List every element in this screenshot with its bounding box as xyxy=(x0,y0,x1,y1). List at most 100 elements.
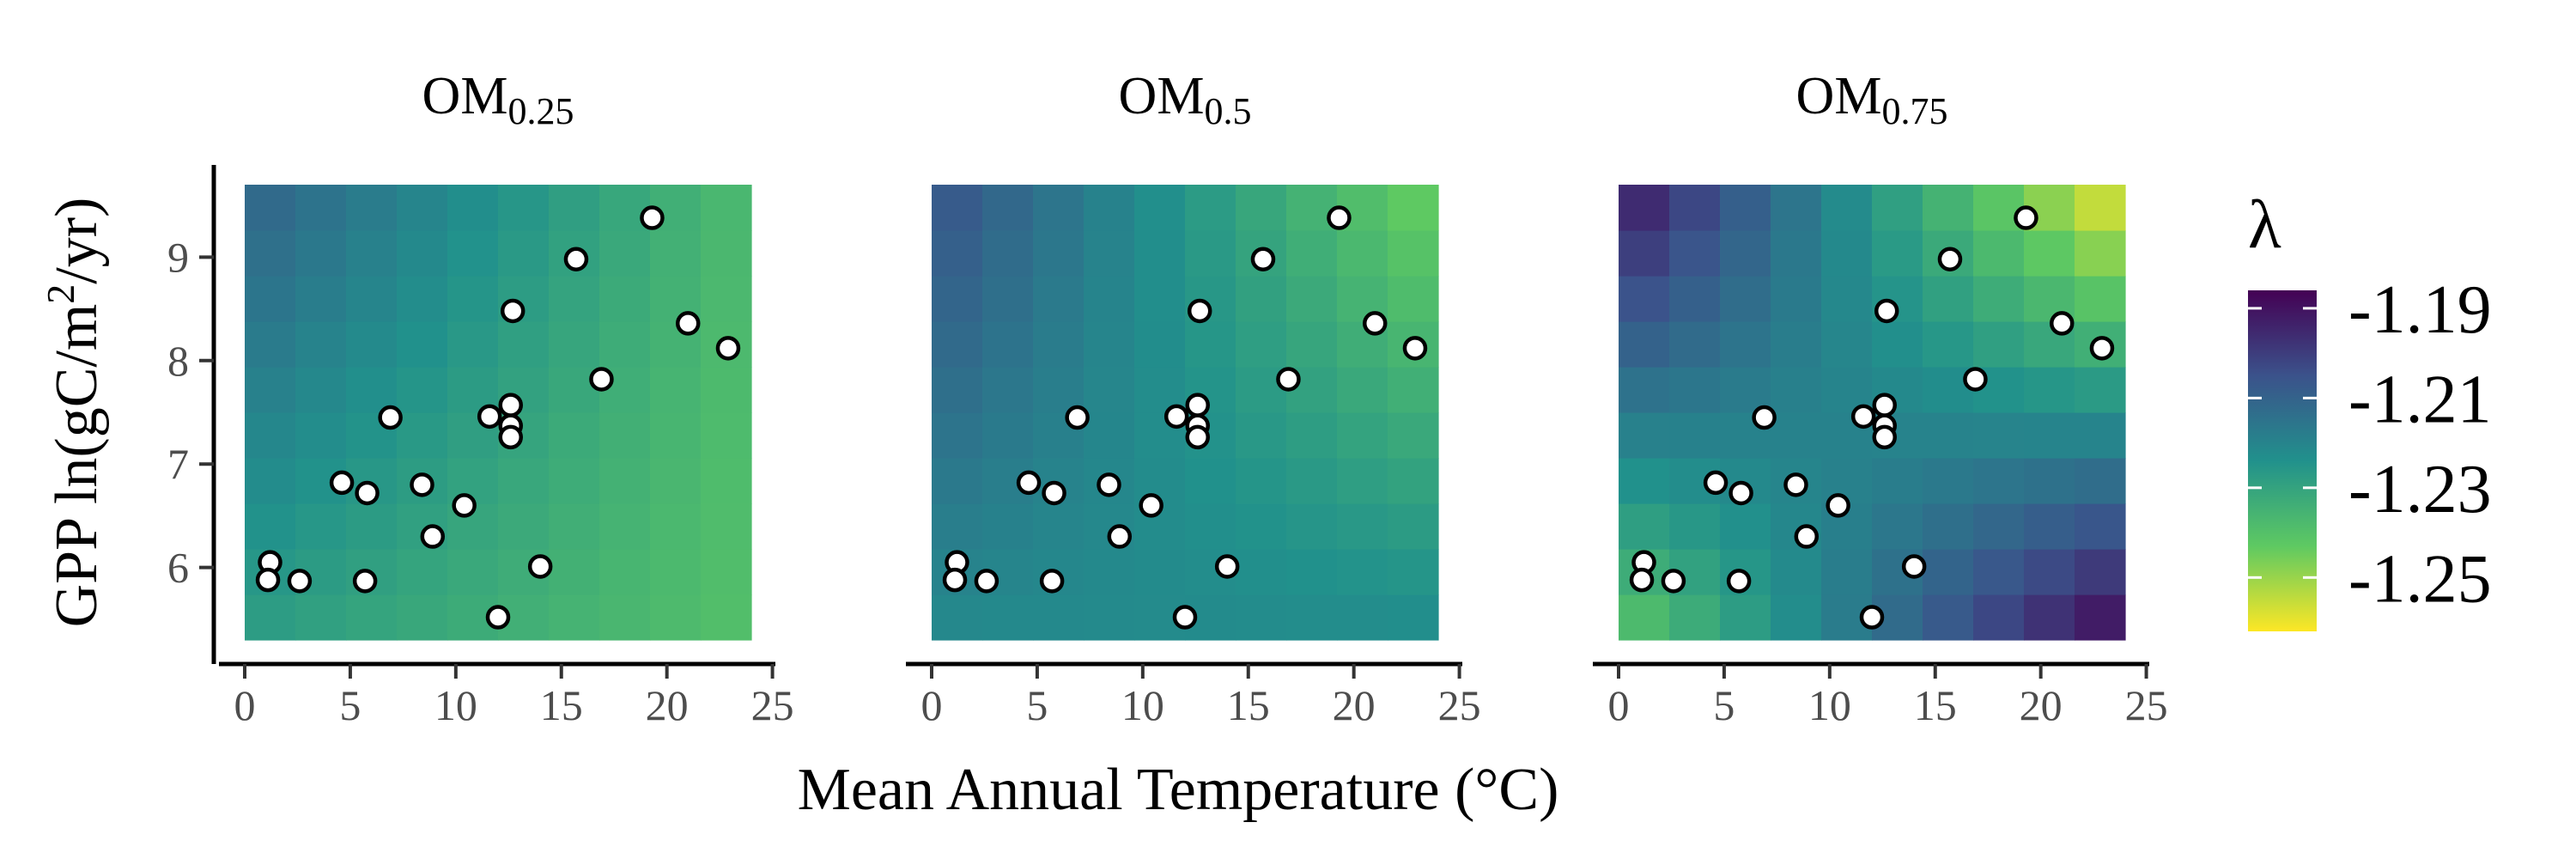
data-point xyxy=(1752,405,1777,430)
heatmap-cell xyxy=(1923,321,1974,368)
heatmap-cell xyxy=(1923,458,1974,504)
x-tick-label: 10 xyxy=(1121,681,1164,729)
data-point xyxy=(410,472,434,497)
heatmap-cell xyxy=(1134,230,1186,277)
panel-0: OM0.25 0 5 10 15 20 25 xyxy=(219,67,794,729)
heatmap-cell xyxy=(1973,549,2025,595)
data-point xyxy=(1327,205,1352,230)
heatmap-cell xyxy=(932,458,983,504)
y-tick-label: 7 xyxy=(167,440,189,488)
heatmap-cell xyxy=(1236,549,1287,595)
heatmap-cell xyxy=(982,276,1034,322)
heatmap-cell xyxy=(1337,367,1388,413)
heatmap-cell xyxy=(1669,367,1721,413)
heatmap-cell xyxy=(1134,549,1186,595)
heatmap-cell xyxy=(1286,321,1338,368)
heatmap-cell xyxy=(1033,185,1084,231)
heatmap-cell xyxy=(1388,594,1439,641)
heatmap-cell xyxy=(1033,367,1084,413)
heatmap-cell xyxy=(2024,367,2075,413)
data-point xyxy=(1850,404,1876,430)
heatmap-cell xyxy=(932,594,983,641)
heatmap-cell xyxy=(2075,276,2126,322)
heatmap-cell xyxy=(346,230,398,277)
heatmap-cell xyxy=(498,185,550,231)
heatmap-cell xyxy=(1821,458,1873,504)
heatmap-cell xyxy=(599,321,651,368)
heatmap-cell xyxy=(1720,321,1771,368)
x-tick-label: 10 xyxy=(1808,681,1851,729)
heatmap-cell xyxy=(397,549,448,595)
heatmap-cell xyxy=(295,230,347,277)
heatmap-cell xyxy=(1236,321,1287,368)
data-point xyxy=(1703,470,1728,496)
panel-title-main: OM xyxy=(1796,67,1882,125)
heatmap-cell xyxy=(295,412,347,459)
heatmap-cell xyxy=(932,367,983,413)
heatmap-cell xyxy=(1720,503,1771,550)
heatmap-cell xyxy=(1084,276,1135,322)
heatmap-cell xyxy=(932,185,983,231)
heatmap-cell xyxy=(982,412,1034,459)
heatmap-cell xyxy=(1388,412,1439,459)
x-tick-label: 25 xyxy=(751,681,794,729)
heatmap-cell xyxy=(599,230,651,277)
data-point xyxy=(1794,524,1820,549)
data-point xyxy=(1185,424,1210,450)
data-point xyxy=(1872,424,1897,450)
heatmap-cell xyxy=(1821,321,1873,368)
data-point xyxy=(1065,405,1090,430)
heatmap-cell xyxy=(1923,412,1974,459)
heatmap-cell xyxy=(549,503,600,550)
heatmap-cell xyxy=(245,458,296,504)
data-point xyxy=(378,405,403,430)
heatmap-cell xyxy=(1134,458,1186,504)
heatmap-cell xyxy=(346,367,398,413)
heatmap-cell xyxy=(1669,594,1721,641)
data-point xyxy=(1250,247,1276,271)
heatmap-cell xyxy=(1973,412,2025,459)
panel-title-main: OM xyxy=(422,67,508,125)
heatmap-cell xyxy=(1923,185,1974,231)
heatmap-cell xyxy=(549,185,600,231)
heatmap-cell xyxy=(2024,549,2075,595)
heatmap-cell xyxy=(447,276,499,322)
heatmap-cell xyxy=(549,458,600,504)
heatmap-cell xyxy=(1388,230,1439,277)
heatmap-cell xyxy=(2075,549,2126,595)
heatmap-cell xyxy=(650,230,702,277)
heatmap-cell xyxy=(982,321,1034,368)
heatmap-cell xyxy=(1084,321,1135,368)
heatmap-cell xyxy=(1619,458,1670,504)
heatmap-cell xyxy=(1669,230,1721,277)
heatmap-cell xyxy=(599,503,651,550)
heatmap-cell xyxy=(1337,594,1388,641)
data-point xyxy=(352,569,378,594)
heatmap-cell xyxy=(295,503,347,550)
colorbar xyxy=(2248,290,2317,631)
x-tick-label: 25 xyxy=(1438,681,1481,729)
heatmap-cell xyxy=(1084,594,1135,641)
data-point xyxy=(1163,404,1189,430)
heatmap-cell xyxy=(1236,503,1287,550)
data-point xyxy=(1872,393,1897,417)
x-tick-label: 0 xyxy=(921,681,943,729)
heatmap-cell xyxy=(1033,594,1084,641)
x-tick-label: 10 xyxy=(434,681,477,729)
heatmap-cell xyxy=(1872,230,1923,277)
heatmap-cell xyxy=(245,230,296,277)
legend-label: -1.19 xyxy=(2348,272,2492,348)
data-point xyxy=(2089,336,2115,361)
heatmap-cell xyxy=(295,276,347,322)
data-point xyxy=(1214,554,1240,579)
heatmap-cell xyxy=(447,185,499,231)
data-point xyxy=(1039,569,1065,594)
data-point xyxy=(1402,336,1428,361)
heatmap-cell xyxy=(650,458,702,504)
heatmap-cell xyxy=(1388,503,1439,550)
heatmap-cell xyxy=(549,549,600,595)
heatmap-cell xyxy=(1286,503,1338,550)
x-tick-label: 15 xyxy=(1227,681,1270,729)
data-point xyxy=(420,524,446,549)
y-tick-label: 8 xyxy=(167,337,189,385)
